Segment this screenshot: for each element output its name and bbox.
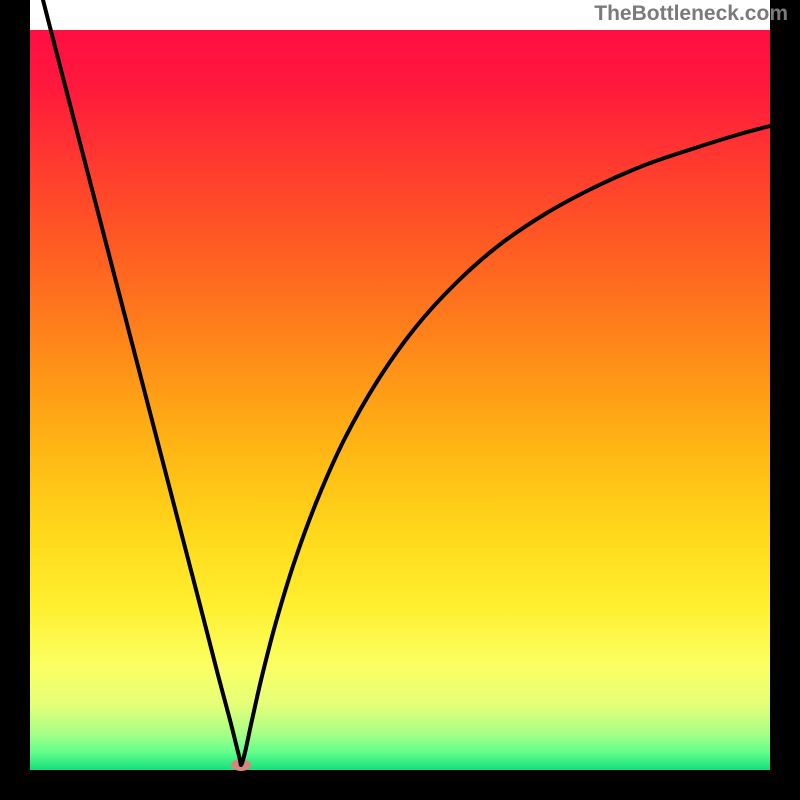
top-border-left-stub [0, 0, 30, 28]
watermark-text: TheBottleneck.com [594, 2, 788, 26]
chart-container: TheBottleneck.com [0, 0, 800, 800]
plot-background [30, 30, 770, 770]
chart-svg [0, 0, 800, 800]
